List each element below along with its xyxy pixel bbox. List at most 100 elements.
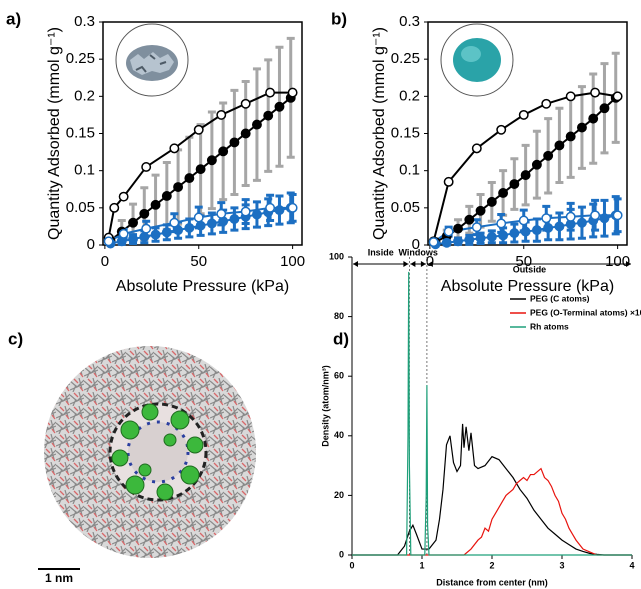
y-tick-label: 0.1 [399,162,420,179]
data-point [464,214,475,225]
data-point [475,233,486,244]
data-point [128,217,138,228]
region-label: Inside [368,247,394,257]
data-point [509,179,520,189]
data-point [240,206,251,217]
x-tick-label: 2 [489,560,494,570]
data-point [141,162,152,172]
y-axis-label: Quantity Adsorbed (mmol g⁻¹) [46,27,63,240]
data-point [274,101,285,112]
legend-label: Rh atoms [530,321,569,331]
y-tick-label: 0 [87,236,95,253]
x-tick-label: 0 [101,253,109,270]
data-point [161,190,172,201]
x-axis-label: Absolute Pressure (kPa) [441,278,614,295]
legend-label: PEG (O-Terminal atoms) ×100 [530,307,641,317]
series-line [352,467,632,556]
data-point [441,237,452,248]
data-point [464,234,475,245]
data-point [169,217,180,228]
data-point [218,146,229,157]
data-point [520,226,531,237]
data-point [599,103,610,114]
data-point [229,137,240,148]
y-tick-label: 0.05 [391,199,420,216]
region-label: Outside [513,264,547,274]
data-point [184,222,195,233]
y-tick-label: 0.25 [66,50,95,67]
data-point [590,87,601,98]
data-point [265,87,276,98]
panel-label: b) [331,9,347,28]
data-point [240,98,251,109]
inset-photo [115,23,189,97]
y-tick-label: 0.1 [74,162,95,179]
data-point [287,202,298,213]
y-tick-label: 0.2 [74,87,95,104]
data-point [565,211,576,222]
data-point [139,208,150,219]
data-point [554,221,565,232]
panel-label: c) [8,329,23,348]
data-point [287,87,298,98]
data-point [599,213,610,224]
arrow-head [410,261,426,267]
y-tick-label: 0.25 [391,50,420,67]
data-point [206,155,217,166]
x-tick-label: 0 [349,560,354,570]
data-point [471,143,482,154]
data-point [109,202,120,213]
x-tick-label: 50 [515,253,532,270]
data-point [428,237,439,247]
data-point [150,229,161,240]
data-point [216,208,227,219]
y-tick-label: 0.3 [74,13,95,30]
y-tick-label: 0.3 [399,13,420,30]
y-tick-label: 80 [334,311,344,321]
data-point [518,215,529,226]
data-point [128,234,138,245]
data-point [173,225,184,236]
x-tick-label: 4 [629,560,634,570]
data-point [486,196,497,207]
data-point [498,230,509,241]
y-axis-label: Density (atom/nm³) [320,365,330,447]
data-point [496,218,507,229]
data-point [265,202,276,213]
data-point [274,205,285,216]
data-point [541,213,552,224]
y-tick-label: 0.15 [391,124,420,141]
data-point [229,214,240,224]
y-tick-label: 0 [412,236,420,253]
x-tick-label: 0 [426,253,434,270]
data-point [576,217,587,228]
data-point [612,210,623,221]
data-point [543,222,554,233]
molecule-image [44,346,256,558]
data-point [453,223,463,234]
data-point [509,228,520,239]
data-point [541,98,552,109]
data-point [139,231,150,242]
series-line [107,91,293,238]
series-line [352,271,632,556]
x-axis-label: Absolute Pressure (kPa) [116,278,289,295]
series-line [352,423,632,556]
data-point [103,236,114,247]
data-point [443,176,454,187]
data-point [141,223,152,234]
data-point [543,150,554,161]
y-tick-label: 40 [334,430,344,440]
data-point [193,124,204,135]
panel-label: d) [333,329,349,348]
data-point [184,173,195,184]
data-point [565,91,576,102]
data-point [173,182,184,192]
x-axis-label: Distance from center (nm) [436,577,548,587]
y-tick-label: 0.2 [399,87,420,104]
data-point [486,231,497,242]
y-tick-label: 60 [334,371,344,381]
y-tick-label: 100 [329,251,344,261]
data-point [169,143,180,154]
